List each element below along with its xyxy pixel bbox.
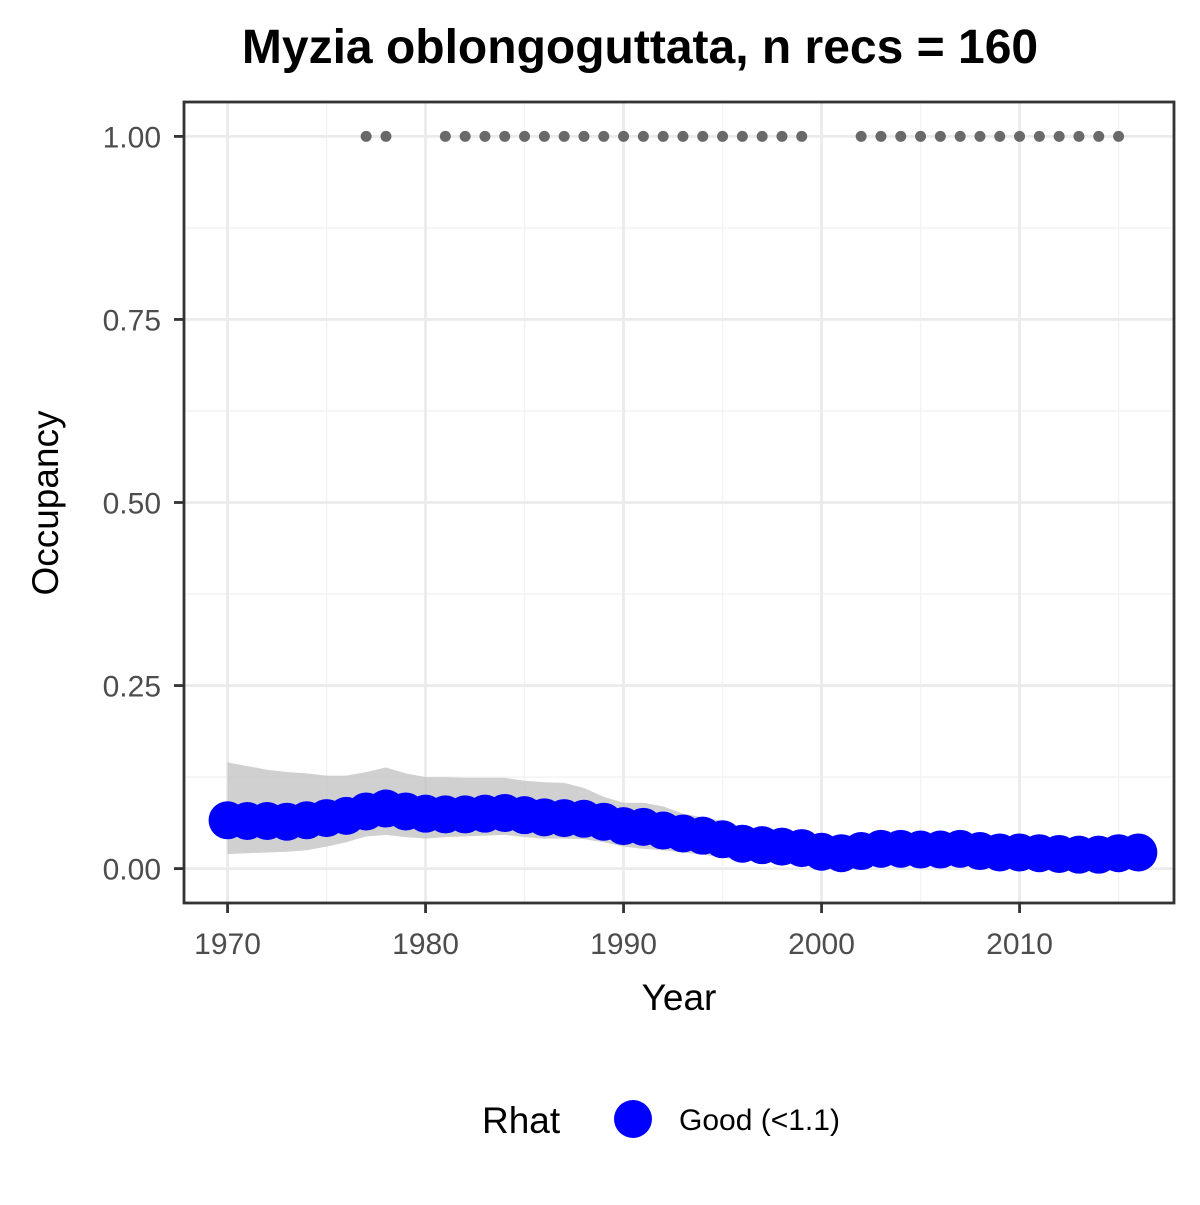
record-point xyxy=(1014,130,1026,142)
y-axis-title: Occupancy xyxy=(25,410,66,596)
record-point xyxy=(895,130,907,142)
record-point xyxy=(598,130,610,142)
occupancy-points xyxy=(208,789,1158,874)
chart-title: Myzia oblongoguttata, n recs = 160 xyxy=(242,21,1038,74)
x-tick-label: 2010 xyxy=(986,928,1053,961)
record-point xyxy=(380,130,392,142)
record-point xyxy=(499,130,511,142)
record-point xyxy=(776,130,788,142)
record-point xyxy=(1093,130,1105,142)
record-point xyxy=(736,130,748,142)
record-point xyxy=(538,130,550,142)
record-years-points xyxy=(360,130,1125,142)
record-point xyxy=(677,130,689,142)
record-point xyxy=(915,130,927,142)
legend-title: Rhat xyxy=(482,1100,561,1141)
record-point xyxy=(796,130,808,142)
x-tick-label: 1970 xyxy=(194,928,261,961)
legend-key-good xyxy=(614,1100,652,1138)
record-point xyxy=(934,130,946,142)
record-point xyxy=(1053,130,1065,142)
record-point xyxy=(994,130,1006,142)
record-point xyxy=(578,130,590,142)
record-point xyxy=(697,130,709,142)
y-tick-label: 1.00 xyxy=(103,121,161,154)
record-point xyxy=(1113,130,1125,142)
record-point xyxy=(875,130,887,142)
x-tick-label: 1980 xyxy=(392,928,459,961)
x-axis-title: Year xyxy=(642,977,717,1018)
record-point xyxy=(1073,130,1085,142)
y-tick-label: 0.50 xyxy=(103,488,161,521)
record-point xyxy=(519,130,531,142)
record-point xyxy=(717,130,729,142)
record-point xyxy=(637,130,649,142)
record-point xyxy=(360,130,372,142)
legend: Rhat Good (<1.1) xyxy=(482,1100,840,1141)
y-axis: 0.00 0.25 0.50 0.75 1.00 xyxy=(103,121,184,887)
record-point xyxy=(954,130,966,142)
record-point xyxy=(618,130,630,142)
record-point xyxy=(657,130,669,142)
occupancy-point xyxy=(1119,833,1158,872)
record-point xyxy=(479,130,491,142)
legend-label-good: Good (<1.1) xyxy=(679,1104,840,1137)
record-point xyxy=(558,130,570,142)
record-point xyxy=(756,130,768,142)
record-point xyxy=(1033,130,1045,142)
record-point xyxy=(974,130,986,142)
x-axis: 1970 1980 1990 2000 2010 xyxy=(194,903,1053,961)
record-point xyxy=(855,130,867,142)
x-tick-label: 2000 xyxy=(788,928,855,961)
record-point xyxy=(459,130,471,142)
record-point xyxy=(439,130,451,142)
y-tick-label: 0.25 xyxy=(103,671,161,704)
y-tick-label: 0.00 xyxy=(103,854,161,887)
x-tick-label: 1990 xyxy=(590,928,657,961)
y-tick-label: 0.75 xyxy=(103,304,161,337)
